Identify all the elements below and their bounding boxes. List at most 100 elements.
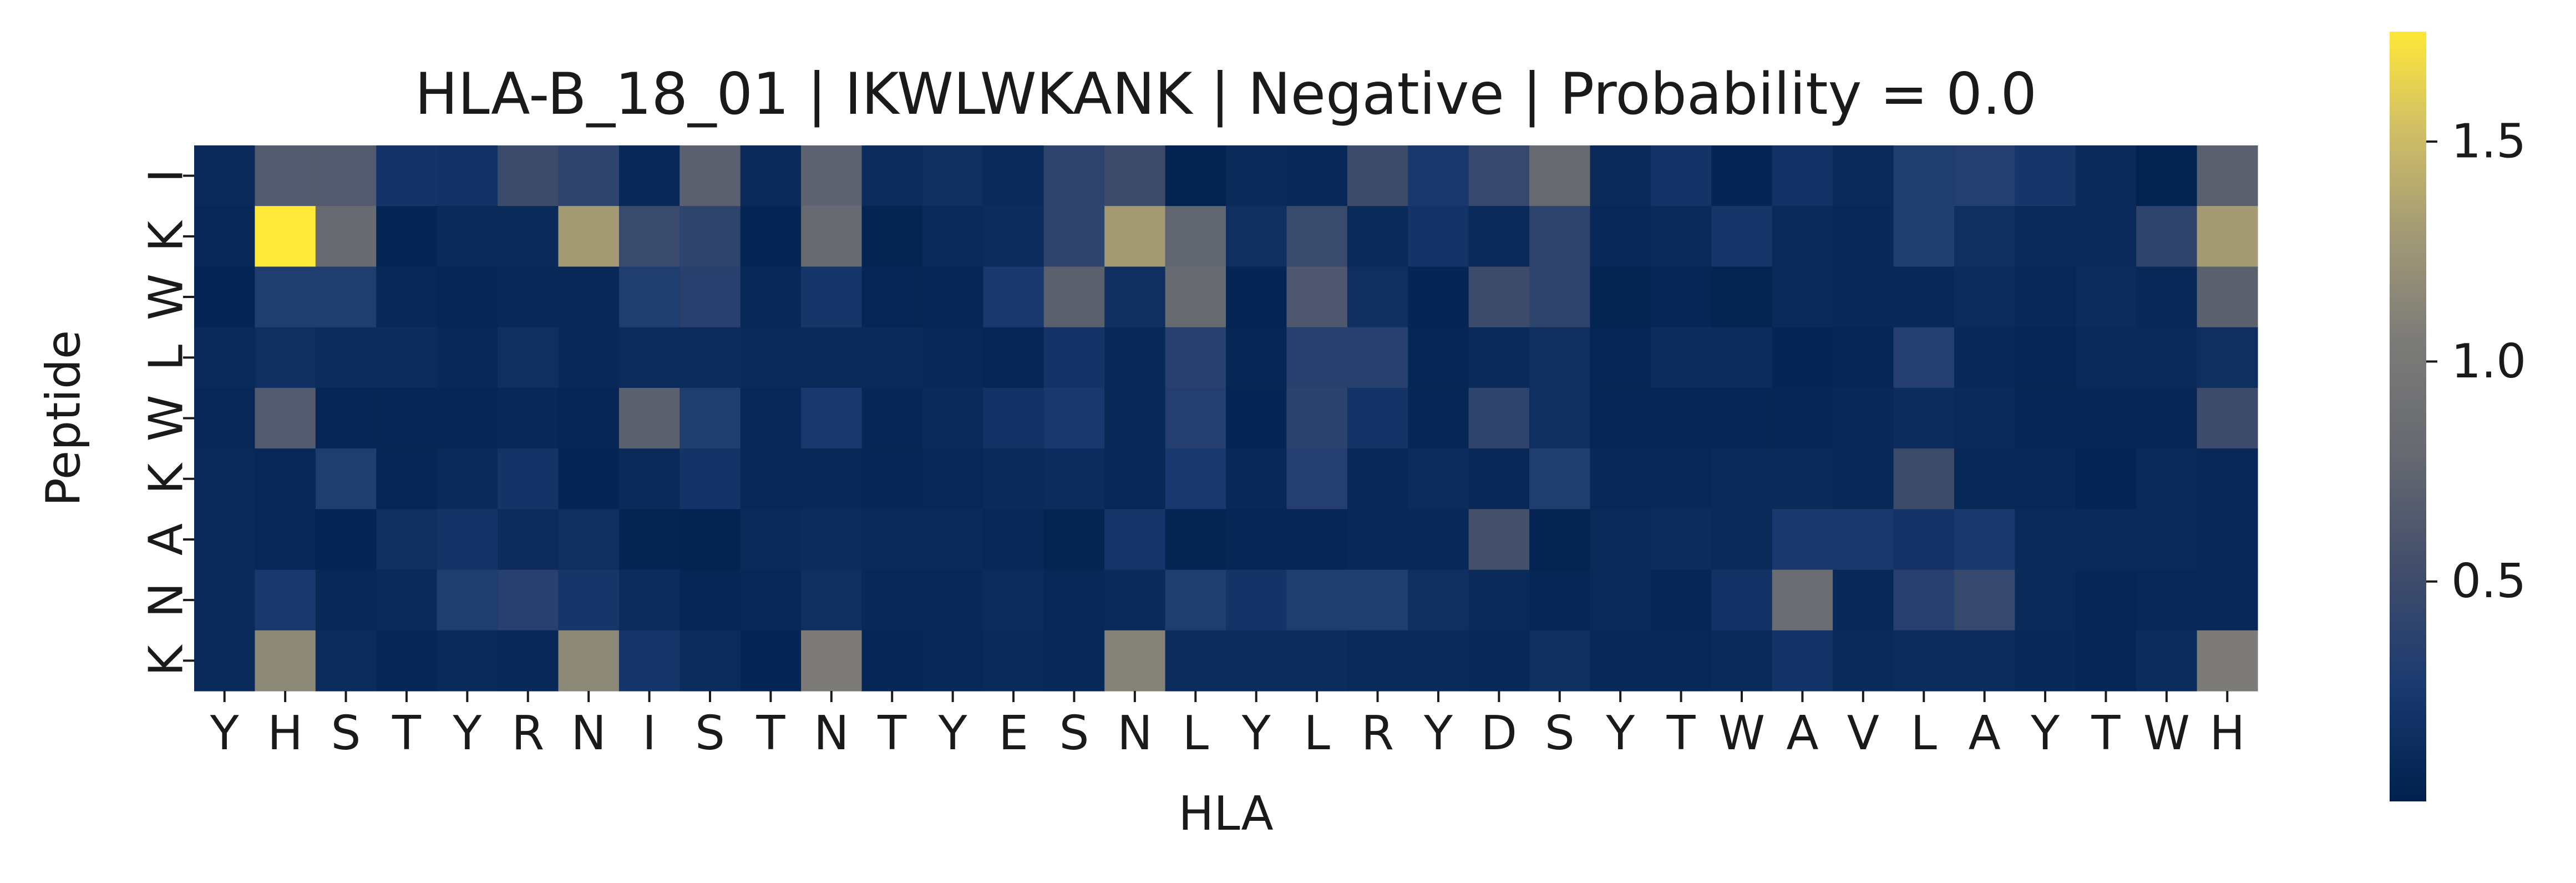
heatmap-cell — [861, 266, 923, 328]
x-tick-label: A — [1969, 706, 2001, 761]
heatmap-cell — [740, 145, 802, 206]
heatmap-cell — [1893, 206, 1955, 268]
y-axis-ticks: IKWLWKANK — [139, 169, 194, 676]
heatmap-cell — [1650, 327, 1712, 388]
heatmap-cell — [437, 448, 498, 509]
heatmap-cell — [194, 448, 256, 509]
heatmap-cell — [1833, 145, 1894, 206]
heatmap-cell — [1043, 327, 1105, 388]
heatmap-cell — [861, 145, 923, 206]
heatmap-cell — [2197, 448, 2258, 509]
heatmap-cell — [255, 387, 316, 449]
x-tick-label: S — [1059, 706, 1089, 761]
x-tick-label: Y — [1241, 706, 1271, 761]
heatmap-cell — [1590, 630, 1651, 692]
heatmap-cell — [861, 387, 923, 449]
heatmap-cell — [498, 327, 559, 388]
heatmap-cell — [1833, 509, 1894, 571]
heatmap-cell — [1893, 387, 1955, 449]
heatmap-cell — [618, 387, 680, 449]
heatmap-cell — [922, 630, 983, 692]
x-tick-label: W — [1718, 706, 1765, 761]
x-tick-label: A — [1786, 706, 1818, 761]
heatmap-cell — [376, 327, 438, 388]
heatmap-cell — [1711, 509, 1773, 571]
heatmap-cell — [1772, 448, 1833, 509]
chart-title: HLA-B_18_01 | IKWLWKANK | Negative | Pro… — [415, 61, 2037, 128]
heatmap-cell — [255, 630, 316, 692]
heatmap-cell — [1590, 206, 1651, 268]
heatmap-cell — [558, 509, 620, 571]
heatmap-cell — [376, 206, 438, 268]
heatmap-cell — [255, 569, 316, 631]
heatmap-cell — [194, 327, 256, 388]
heatmap-cell — [1043, 145, 1105, 206]
heatmap-cell — [498, 387, 559, 449]
heatmap-cell — [2136, 569, 2198, 631]
heatmap-cell — [1468, 266, 1530, 328]
heatmap-cell — [255, 509, 316, 571]
heatmap-cell — [1226, 509, 1287, 571]
heatmap-cell — [1043, 266, 1105, 328]
heatmap-cell — [376, 145, 438, 206]
heatmap-cell — [1226, 569, 1287, 631]
heatmap-cell — [861, 630, 923, 692]
heatmap-cell — [1347, 569, 1408, 631]
heatmap-cell — [315, 145, 377, 206]
heatmap-cell — [1590, 145, 1651, 206]
heatmap-cell — [1226, 387, 1287, 449]
heatmap-cell — [740, 509, 802, 571]
heatmap-cell — [1165, 569, 1226, 631]
heatmap-cell — [1833, 266, 1894, 328]
heatmap-cell — [255, 448, 316, 509]
heatmap-cell — [437, 569, 498, 631]
heatmap-cell — [2075, 206, 2137, 268]
x-tick-label: T — [1666, 706, 1696, 761]
heatmap-cell — [1408, 509, 1469, 571]
heatmap-cell — [315, 630, 377, 692]
heatmap-cell — [1347, 206, 1408, 268]
colorbar-tick-label: 0.5 — [2451, 554, 2526, 609]
heatmap-cell — [1772, 387, 1833, 449]
heatmap-cell — [983, 569, 1044, 631]
heatmap-cell — [498, 206, 559, 268]
x-tick-label: T — [877, 706, 907, 761]
heatmap-cell — [922, 448, 983, 509]
heatmap-cell — [1468, 448, 1530, 509]
heatmap-cell — [680, 387, 741, 449]
heatmap-cell — [194, 387, 256, 449]
heatmap-cell — [1590, 327, 1651, 388]
heatmap-cell — [376, 569, 438, 631]
heatmap-cell — [558, 630, 620, 692]
heatmap-cell — [1650, 569, 1712, 631]
heatmap-cell — [922, 387, 983, 449]
heatmap-cell — [922, 206, 983, 268]
heatmap-cell — [1893, 145, 1955, 206]
heatmap-cell — [498, 630, 559, 692]
heatmap-cell — [1043, 630, 1105, 692]
heatmap-cell — [2075, 145, 2137, 206]
heatmap-cell — [983, 387, 1044, 449]
heatmap-cell — [861, 569, 923, 631]
heatmap-cell — [680, 509, 741, 571]
heatmap-cell — [437, 266, 498, 328]
heatmap-cell — [255, 327, 316, 388]
heatmap-cell — [1772, 327, 1833, 388]
heatmap-cell — [801, 448, 863, 509]
heatmap-cell — [618, 145, 680, 206]
heatmap-cell — [1650, 145, 1712, 206]
heatmap-cell — [983, 630, 1044, 692]
heatmap-cell — [1226, 206, 1287, 268]
heatmap-cell — [376, 266, 438, 328]
heatmap-cell — [2015, 509, 2076, 571]
heatmap-cell — [2075, 630, 2137, 692]
heatmap-cell — [1226, 266, 1287, 328]
heatmap-cell — [861, 448, 923, 509]
heatmap-cell — [1833, 387, 1894, 449]
heatmap-cell — [922, 327, 983, 388]
heatmap-cell — [1104, 327, 1166, 388]
heatmap-cell — [2075, 569, 2137, 631]
heatmap-cell — [1165, 206, 1226, 268]
heatmap-cell — [1347, 448, 1408, 509]
heatmap-cell — [255, 206, 316, 268]
